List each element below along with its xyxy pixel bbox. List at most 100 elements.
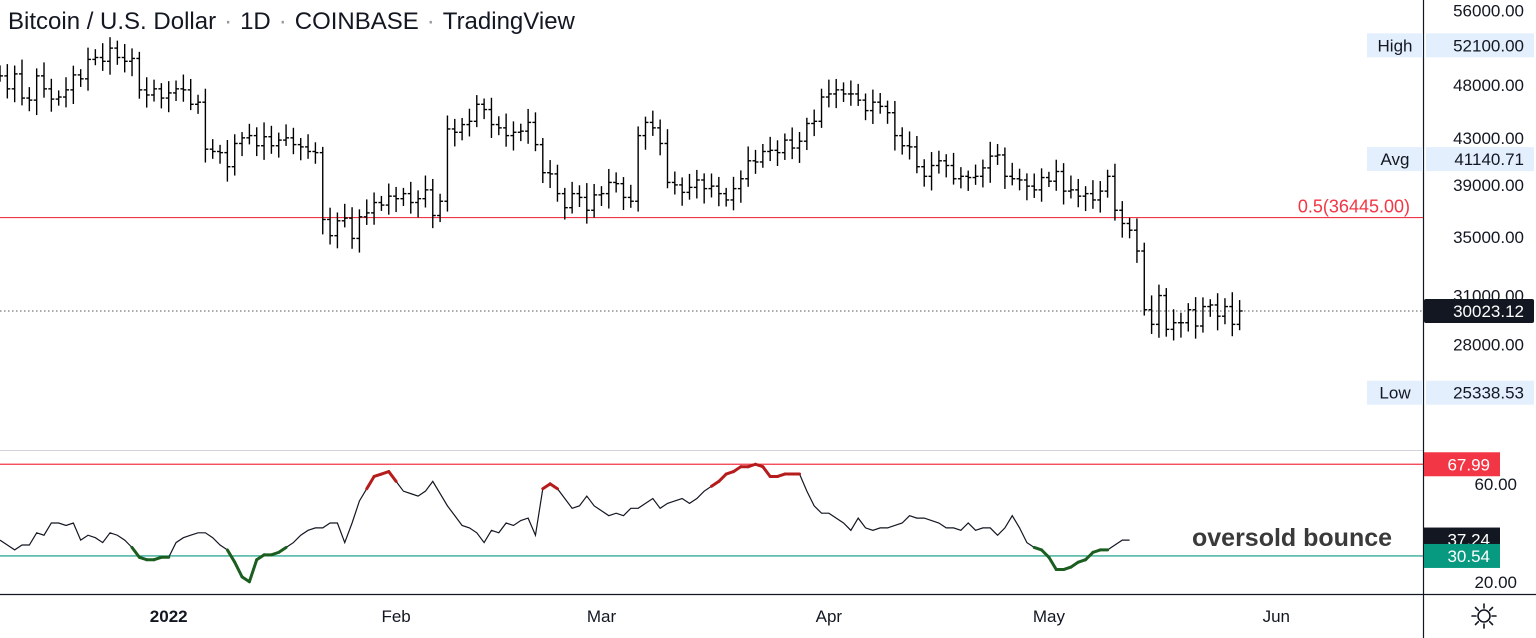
- ohlc-bar: [19, 59, 26, 106]
- ohlc-bar: [928, 152, 935, 191]
- ohlc-bar: [180, 74, 187, 102]
- ohlc-bar: [723, 187, 730, 207]
- time-tick-label: Feb: [381, 607, 410, 626]
- ohlc-bar: [77, 69, 84, 87]
- ohlc-bar: [752, 149, 759, 174]
- ohlc-bar: [275, 132, 282, 158]
- ohlc-bar: [855, 83, 862, 106]
- ohlc-bar: [737, 170, 744, 203]
- stat-badge-high: High 52100.00: [1367, 33, 1534, 58]
- ohlc-bar: [209, 139, 216, 159]
- rsi-lower-badge: 30.54: [1424, 543, 1500, 568]
- ohlc-bar: [598, 186, 605, 206]
- ohlc-bar: [679, 177, 686, 206]
- last-price-bg: [1424, 298, 1534, 323]
- ohlc-bar: [151, 79, 158, 102]
- rsi-line: [0, 463, 1130, 583]
- ohlc-bar: [979, 159, 986, 188]
- ohlc-bar: [41, 62, 48, 98]
- rsi-extreme-segment: [277, 545, 288, 554]
- symbol-name[interactable]: Bitcoin / U.S. Dollar: [8, 8, 217, 35]
- interval-label[interactable]: 1D: [240, 8, 271, 35]
- ohlc-bar: [921, 159, 928, 187]
- ohlc-bar: [1148, 295, 1155, 334]
- ohlc-bar: [1060, 163, 1067, 205]
- ohlc-bar: [803, 117, 810, 151]
- ohlc-bar: [1119, 201, 1126, 238]
- ohlc-bar: [811, 109, 818, 137]
- ohlc-bar: [649, 110, 656, 136]
- ohlc-bar: [1104, 169, 1111, 198]
- source-label: TradingView: [442, 8, 575, 35]
- ohlc-bar: [715, 176, 722, 207]
- ohlc-bar: [327, 207, 334, 245]
- stat-value-bg: [1426, 380, 1534, 405]
- time-tick-label: 2022: [150, 607, 188, 626]
- ohlc-bar: [627, 184, 634, 208]
- ohlc-bar: [0, 65, 3, 82]
- ohlc-bar: [488, 97, 495, 138]
- ohlc-bar: [796, 132, 803, 163]
- rsi-extreme-segment: [1084, 550, 1095, 562]
- ohlc-bar: [1053, 159, 1060, 191]
- ohlc-bar: [290, 127, 297, 155]
- ohlc-bar: [517, 123, 524, 142]
- stat-value: 41140.71: [1454, 150, 1524, 169]
- rsi-extreme-segment: [717, 472, 728, 483]
- stat-label: High: [1378, 36, 1413, 55]
- time-tick-label: Jun: [1263, 607, 1290, 626]
- ohlc-bar: [833, 78, 840, 109]
- rsi-extreme-segment: [761, 465, 772, 478]
- ohlc-bar: [1155, 284, 1162, 338]
- ohlc-bar: [319, 146, 326, 235]
- ohlc-bar: [781, 133, 788, 160]
- ohlc-bar: [840, 82, 847, 103]
- ohlc-bar: [371, 192, 378, 225]
- ohlc-bar: [994, 144, 1001, 165]
- ohlc-bar: [1016, 168, 1023, 191]
- rsi-upper-badge-label: 67.99: [1447, 455, 1490, 474]
- ohlc-bar: [913, 135, 920, 174]
- gear-icon[interactable]: [1470, 602, 1498, 630]
- ohlc-bar: [869, 89, 876, 124]
- ohlc-bar: [1185, 303, 1192, 332]
- ohlc-bar: [671, 171, 678, 195]
- ohlc-bar: [532, 112, 539, 152]
- chart-title: Bitcoin / U.S. Dollar · 1D · COINBASE · Tradin…: [8, 8, 575, 35]
- ohlc-bar: [363, 199, 370, 225]
- ohlc-bar: [1163, 288, 1170, 337]
- ohlc-bar: [899, 127, 906, 155]
- price-tick-label: 56000.00: [1453, 2, 1524, 21]
- ohlc-bar: [576, 185, 583, 208]
- ohlc-bar: [195, 94, 202, 114]
- stat-label: Avg: [1381, 150, 1410, 169]
- price-tick-label: 43000.00: [1453, 129, 1524, 148]
- ohlc-bar: [877, 93, 884, 114]
- ohlc-bar: [510, 121, 517, 151]
- ohlc-bar: [70, 65, 77, 105]
- ohlc-bar: [1038, 168, 1045, 202]
- ohlc-bar: [1001, 147, 1008, 189]
- ohlc-bar: [767, 136, 774, 162]
- ohlc-bar: [891, 100, 898, 151]
- ohlc-bar: [187, 78, 194, 111]
- ohlc-bar: [1236, 300, 1243, 331]
- stat-label-bg: [1367, 147, 1423, 172]
- ohlc-bar: [554, 164, 561, 202]
- ohlc-bar: [1199, 297, 1206, 333]
- ohlc-bar: [569, 181, 576, 214]
- ohlc-bar: [789, 127, 796, 160]
- ohlc-bar: [847, 80, 854, 106]
- ohlc-bar: [539, 137, 546, 184]
- price-tick-label: 39000.00: [1453, 176, 1524, 195]
- ohlc-bar: [561, 187, 568, 220]
- ohlc-bar: [129, 48, 136, 77]
- ohlc-bar: [693, 169, 700, 199]
- ohlc-bar: [297, 137, 304, 161]
- oversold-annotation: oversold bounce: [1192, 524, 1393, 552]
- ohlc-bar: [459, 117, 466, 141]
- ohlc-bar: [1075, 178, 1082, 208]
- ohlc-bar: [334, 212, 341, 249]
- ohlc-bar: [231, 134, 238, 176]
